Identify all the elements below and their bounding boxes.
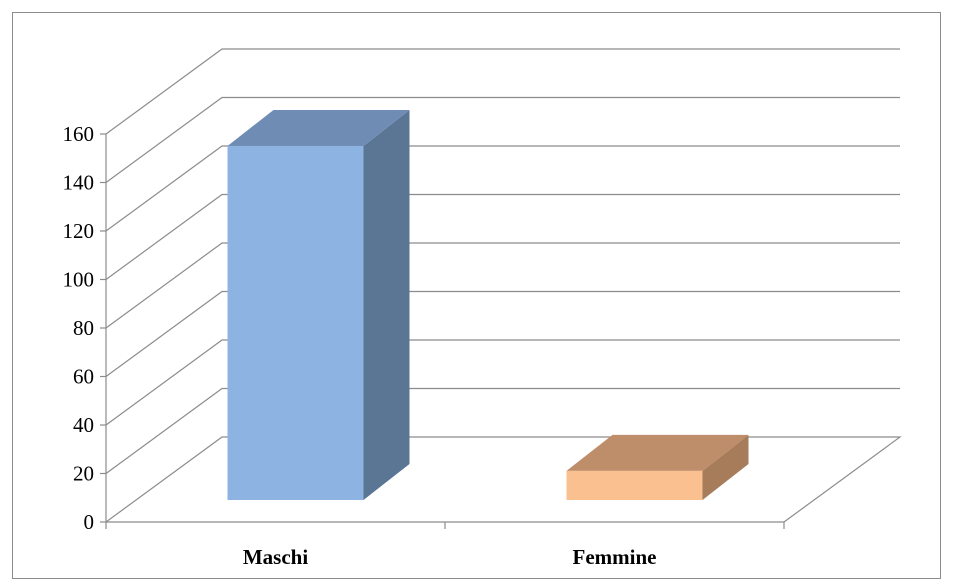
y-tick-label: 40 xyxy=(73,413,94,437)
bar-top xyxy=(227,109,410,146)
bar-front xyxy=(227,145,364,500)
gridline xyxy=(105,242,900,329)
gridline xyxy=(105,96,900,183)
axes xyxy=(100,133,785,529)
gridline xyxy=(105,193,900,280)
gridline xyxy=(105,48,900,135)
y-tick-label: 140 xyxy=(63,171,95,195)
chart-frame xyxy=(12,12,941,579)
y-tick-label: 160 xyxy=(63,122,95,146)
bar-side xyxy=(702,434,749,500)
gridlines xyxy=(105,48,900,474)
x-category-label: Femmine xyxy=(573,545,657,569)
y-tick-label: 60 xyxy=(73,365,94,389)
bar-side xyxy=(363,109,410,500)
bar-front xyxy=(566,470,703,500)
y-axis-ticks: 0 20 40 60 80 100 120 140 160 xyxy=(63,122,95,534)
y-tick-label: 0 xyxy=(84,510,95,534)
y-tick-label: 100 xyxy=(63,268,95,292)
bar-top xyxy=(566,434,749,471)
gridline xyxy=(105,339,900,426)
y-tick-label: 80 xyxy=(73,316,94,340)
y-tick-label: 120 xyxy=(63,219,95,243)
x-axis-labels: Maschi Femmine xyxy=(243,545,657,569)
gridline xyxy=(105,145,900,232)
floor-outline xyxy=(105,436,902,523)
chart-walls xyxy=(105,436,902,523)
gridline xyxy=(105,387,900,474)
y-tick-label: 20 xyxy=(73,462,94,486)
gridline xyxy=(105,290,900,377)
x-category-label: Maschi xyxy=(243,545,308,569)
bars xyxy=(227,109,749,500)
